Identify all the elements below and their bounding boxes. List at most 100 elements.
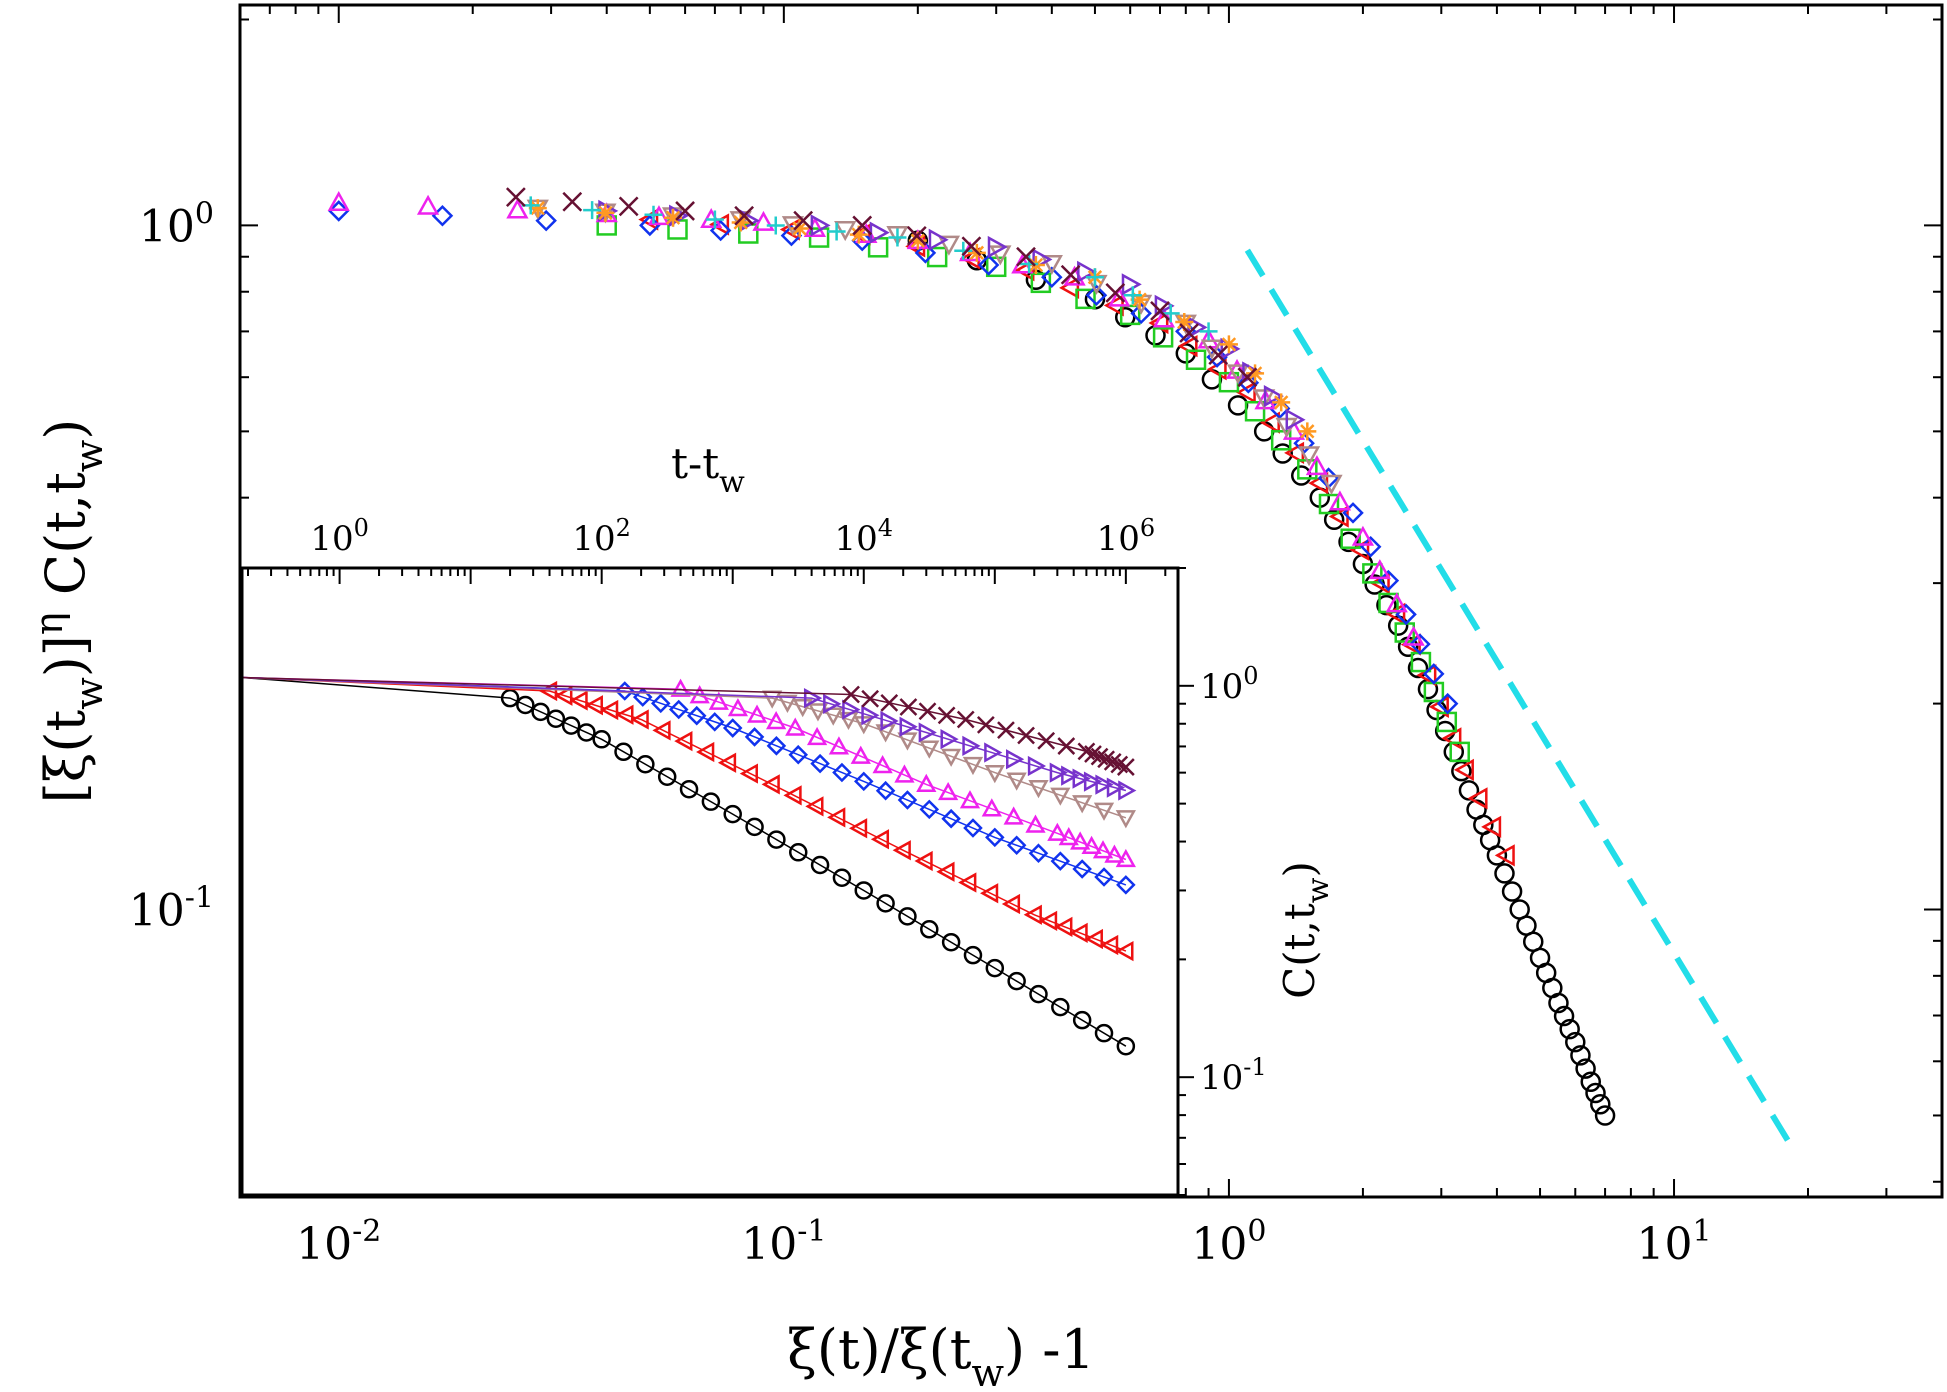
- data-point: [1006, 749, 1025, 770]
- data-point: [985, 958, 1005, 978]
- data-point: [1553, 1005, 1575, 1027]
- data-point: [1150, 301, 1170, 321]
- data-point: [1340, 528, 1361, 549]
- data-point: [1449, 741, 1470, 763]
- data-point: [538, 680, 558, 702]
- data-point: [853, 771, 874, 792]
- data-point: [1263, 384, 1284, 408]
- data-point: [1494, 863, 1515, 884]
- data-point: [832, 762, 852, 783]
- data-point: [954, 241, 973, 260]
- data-point: [596, 203, 615, 222]
- data-point: [984, 764, 1005, 784]
- data-point: [1057, 737, 1076, 755]
- data-point: [630, 709, 649, 730]
- data-point: [1028, 780, 1049, 799]
- data-point: [1084, 928, 1103, 950]
- inset-series-circles: [241, 676, 1136, 1056]
- data-point: [731, 213, 750, 232]
- inset-curve: [241, 676, 1127, 952]
- data-point: [916, 773, 937, 793]
- data-point: [561, 716, 581, 735]
- data-point: [941, 808, 961, 829]
- x-tick-label: 10-2: [296, 1214, 381, 1270]
- y-axis-title: [ξ(tw)]η C(t,tw): [27, 419, 111, 804]
- data-point: [1014, 259, 1035, 282]
- data-point: [1385, 602, 1406, 625]
- data-point: [1298, 422, 1317, 441]
- data-point: [722, 718, 743, 738]
- data-point: [708, 691, 729, 710]
- data-point: [327, 200, 350, 222]
- data-point: [1409, 633, 1431, 655]
- data-point: [1130, 302, 1152, 325]
- data-point: [827, 807, 846, 828]
- data-point: [650, 693, 671, 714]
- data-point: [639, 214, 661, 237]
- data-point: [1027, 755, 1047, 777]
- data-point: [766, 736, 787, 756]
- data-point: [872, 755, 893, 774]
- data-point: [600, 699, 619, 721]
- data-point: [936, 861, 955, 882]
- data-point: [832, 868, 852, 887]
- data-point: [528, 199, 547, 218]
- inset-curve: [241, 676, 1127, 1047]
- data-point: [861, 689, 880, 708]
- data-point: [961, 236, 982, 257]
- data-point: [861, 705, 880, 726]
- x-tick-label: 101: [1636, 1214, 1711, 1270]
- data-point: [918, 702, 937, 721]
- data-point: [734, 205, 755, 226]
- inset-series-triangles-right: [241, 676, 1137, 801]
- data-point: [788, 744, 809, 765]
- data-point: [1070, 831, 1091, 850]
- data-point: [1050, 787, 1071, 806]
- data-point: [1570, 1045, 1591, 1066]
- inset-x-tick-label: 104: [834, 514, 893, 559]
- data-point: [1069, 922, 1088, 944]
- data-point: [823, 693, 842, 714]
- data-point: [1575, 1058, 1596, 1079]
- data-point: [1407, 657, 1429, 679]
- data-point: [1423, 663, 1445, 685]
- data-point: [1293, 432, 1315, 455]
- data-point: [1094, 1023, 1114, 1043]
- data-point: [805, 796, 824, 817]
- data-point: [1197, 328, 1220, 349]
- inset-background: [242, 568, 1178, 1195]
- series-squares: [596, 215, 1470, 763]
- data-point: [686, 705, 707, 726]
- data-point: [1116, 758, 1135, 776]
- data-point: [790, 219, 809, 238]
- data-point: [1075, 288, 1096, 310]
- series-asterisks: [528, 199, 1317, 441]
- data-point: [1016, 246, 1036, 267]
- data-point: [1244, 400, 1266, 422]
- data-point: [899, 716, 918, 737]
- data-point: [977, 254, 1000, 276]
- inset-y-axis-title: C(t,tw): [1275, 861, 1336, 999]
- data-point: [1305, 455, 1329, 476]
- data-point: [918, 722, 937, 743]
- data-point: [852, 215, 873, 236]
- data-point: [848, 818, 868, 839]
- data-point: [1565, 1031, 1586, 1053]
- data-point: [941, 748, 962, 767]
- data-point: [838, 711, 859, 731]
- data-point: [1072, 1010, 1092, 1030]
- data-point: [1219, 335, 1238, 354]
- data-point: [984, 742, 1003, 763]
- data-point: [1072, 795, 1093, 814]
- data-point: [956, 710, 975, 729]
- data-point: [1006, 772, 1027, 791]
- data-point: [1037, 731, 1056, 750]
- data-point: [783, 785, 802, 806]
- data-point: [705, 210, 724, 229]
- data-point: [1323, 509, 1345, 531]
- data-point: [850, 223, 871, 246]
- data-point: [792, 699, 813, 718]
- data-point: [1094, 867, 1114, 887]
- data-point: [897, 790, 918, 810]
- data-point: [810, 214, 831, 237]
